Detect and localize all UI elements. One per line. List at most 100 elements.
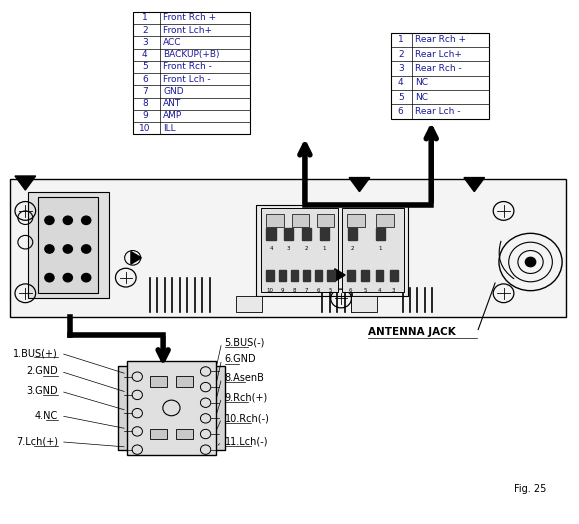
Text: 7: 7 (142, 87, 148, 96)
Text: NC: NC (415, 78, 428, 88)
Text: 5: 5 (363, 288, 367, 292)
Bar (342, 209, 404, 292)
Polygon shape (335, 269, 345, 281)
Text: 5.BUS(-): 5.BUS(-) (225, 338, 265, 348)
Text: 3: 3 (398, 64, 404, 73)
Text: AMP: AMP (163, 112, 182, 121)
Text: 7.Lch(+): 7.Lch(+) (16, 437, 58, 447)
Bar (176, 376, 193, 387)
Text: 4: 4 (269, 246, 273, 251)
Bar (347, 213, 365, 226)
Text: 5: 5 (398, 93, 404, 102)
Text: Rear Lch+: Rear Lch+ (415, 50, 462, 59)
Bar (376, 270, 383, 281)
Text: BACKUP(+B): BACKUP(+B) (163, 50, 220, 59)
Bar (390, 270, 398, 281)
Bar (266, 228, 276, 239)
Polygon shape (464, 178, 485, 192)
Bar (118, 366, 225, 450)
Text: 2.GND: 2.GND (26, 366, 58, 376)
Bar (176, 429, 193, 440)
Text: ANTENNA JACK: ANTENNA JACK (368, 328, 456, 337)
Text: 6: 6 (142, 75, 148, 84)
Text: 6: 6 (349, 288, 353, 292)
Text: 1: 1 (398, 35, 404, 45)
Text: 7: 7 (305, 288, 308, 292)
Text: GND: GND (163, 87, 184, 96)
Text: 2: 2 (398, 50, 404, 59)
Text: ACC: ACC (163, 38, 182, 47)
Bar (302, 228, 312, 239)
Text: Front Rch +: Front Rch + (163, 14, 217, 23)
Text: 1.BUS(+): 1.BUS(+) (13, 348, 58, 358)
Bar (150, 429, 167, 440)
Text: 2: 2 (142, 26, 148, 35)
Text: 6: 6 (317, 288, 320, 292)
Text: Front Rch -: Front Rch - (163, 62, 212, 71)
Text: 4: 4 (378, 288, 381, 292)
Text: 1: 1 (378, 246, 382, 251)
Text: 1: 1 (323, 246, 326, 251)
Bar (317, 213, 334, 226)
Text: 8: 8 (292, 288, 296, 292)
Text: 8: 8 (142, 99, 148, 108)
Bar (127, 361, 216, 455)
Bar (292, 213, 309, 226)
Circle shape (63, 245, 72, 253)
Bar (256, 205, 408, 296)
Bar (376, 228, 384, 239)
Bar (291, 270, 298, 281)
Text: Rear Lch -: Rear Lch - (415, 107, 461, 116)
Circle shape (45, 216, 54, 224)
Text: 3: 3 (142, 38, 148, 47)
Circle shape (45, 245, 54, 253)
Polygon shape (131, 252, 141, 264)
Bar (28, 192, 109, 299)
Text: 5: 5 (142, 62, 148, 71)
Bar (236, 296, 262, 311)
Bar (278, 270, 286, 281)
Bar (266, 270, 274, 281)
Text: 2: 2 (351, 246, 354, 251)
Text: Fig. 25: Fig. 25 (514, 484, 546, 494)
Text: NC: NC (415, 93, 428, 102)
Bar (303, 270, 310, 281)
Text: Rear Rch -: Rear Rch - (415, 64, 462, 73)
Text: ANT: ANT (163, 99, 182, 108)
Text: 5: 5 (329, 288, 332, 292)
Bar (133, 12, 250, 134)
Text: 6.GND: 6.GND (225, 354, 256, 365)
Text: Rear Rch +: Rear Rch + (415, 35, 467, 45)
Text: 1: 1 (142, 14, 148, 23)
Text: 4: 4 (142, 50, 148, 59)
Text: ILL: ILL (163, 124, 176, 133)
Text: 2: 2 (305, 246, 309, 251)
Polygon shape (15, 176, 36, 190)
Circle shape (82, 274, 91, 282)
Circle shape (63, 216, 72, 224)
Circle shape (82, 216, 91, 224)
Text: 3: 3 (287, 246, 291, 251)
Bar (327, 270, 335, 281)
Bar (10, 179, 566, 316)
Text: 4: 4 (398, 78, 404, 88)
Text: 9.Rch(+): 9.Rch(+) (225, 392, 268, 402)
Text: 10.Rch(-): 10.Rch(-) (225, 413, 269, 423)
Text: Front Lch+: Front Lch+ (163, 26, 212, 35)
Bar (320, 228, 329, 239)
Bar (391, 32, 489, 118)
Text: 3.GND: 3.GND (27, 386, 58, 396)
Text: Front Lch -: Front Lch - (163, 75, 211, 84)
Text: 8.AsenB: 8.AsenB (225, 373, 265, 383)
Text: 3: 3 (392, 288, 395, 292)
Text: 4.NC: 4.NC (35, 411, 58, 421)
Bar (314, 270, 323, 281)
Circle shape (525, 257, 536, 267)
Bar (150, 376, 167, 387)
Bar (261, 209, 338, 292)
Polygon shape (349, 178, 370, 192)
Text: 9: 9 (142, 112, 148, 121)
Circle shape (63, 274, 72, 282)
Bar (38, 197, 98, 293)
Text: 10: 10 (139, 124, 151, 133)
